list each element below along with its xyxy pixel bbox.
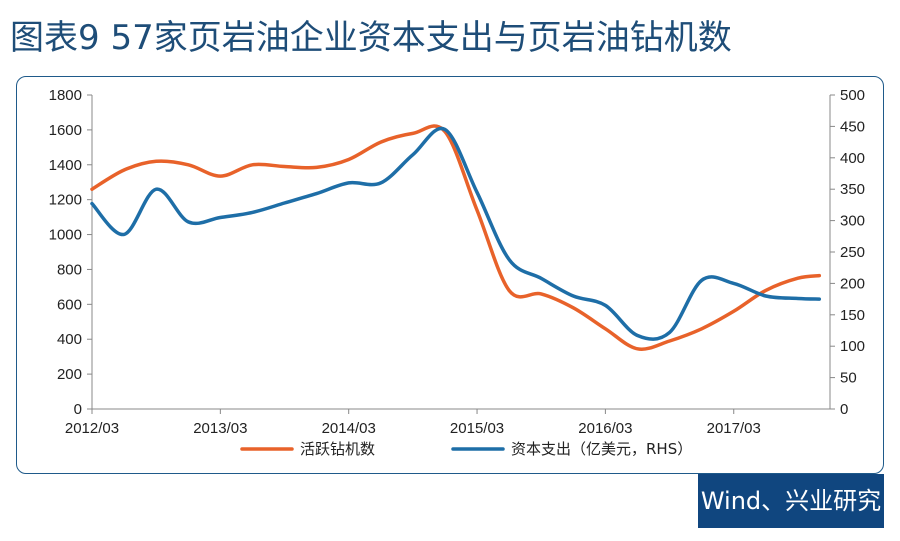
y-left-tick-label: 1600 — [49, 122, 82, 139]
legend-label: 活跃钻机数 — [300, 440, 375, 458]
source-label: Wind、兴业研究 — [698, 474, 884, 528]
y-right-tick-label: 100 — [840, 338, 865, 355]
y-left-tick-label: 0 — [74, 401, 82, 418]
y-right-tick-label: 400 — [840, 150, 865, 167]
page-title: 图表9 57家页岩油企业资本支出与页岩油钻机数 — [10, 18, 732, 58]
legend-item-capex: 资本支出（亿美元，RHS） — [451, 440, 692, 458]
legend-label: 资本支出（亿美元，RHS） — [511, 440, 692, 458]
x-tick-label: 2017/03 — [707, 420, 761, 437]
y-left-tick-label: 600 — [57, 296, 82, 313]
series-line-rigs — [90, 124, 822, 351]
y-left-tick-label: 1800 — [49, 87, 82, 104]
chart-panel: 0 200 400 600 800 1000 1200 1400 1600 1800 0 50 100 1… — [16, 76, 884, 474]
y-right-tick-label: 250 — [840, 244, 865, 261]
y-left-tick-label: 800 — [57, 261, 82, 278]
y-right-tick-label: 450 — [840, 118, 865, 135]
y-left-tick-label: 200 — [57, 366, 82, 383]
y-right-tick-label: 500 — [840, 87, 865, 104]
y-right-tick-label: 350 — [840, 181, 865, 198]
x-tick-label: 2013/03 — [193, 420, 247, 437]
x-tick-label: 2016/03 — [578, 420, 632, 437]
y-left-tick-label: 1000 — [49, 227, 82, 244]
legend-item-rigs: 活跃钻机数 — [240, 440, 375, 458]
y-right-tick-label: 200 — [840, 275, 865, 292]
y-right-tick-label: 300 — [840, 213, 865, 230]
y-right-tick-label: 0 — [840, 401, 848, 418]
series-line-capex — [90, 126, 822, 341]
chart: 0 200 400 600 800 1000 1200 1400 1600 1800 0 50 100 1… — [49, 87, 865, 458]
x-tick-label: 2012/03 — [65, 420, 119, 437]
y-right-tick-label: 50 — [840, 370, 857, 387]
y-right-tick-label: 150 — [840, 307, 865, 324]
x-tick-label: 2015/03 — [450, 420, 504, 437]
x-tick-label: 2014/03 — [322, 420, 376, 437]
y-left-tick-label: 1200 — [49, 192, 82, 209]
y-left-tick-label: 400 — [57, 331, 82, 348]
y-left-tick-label: 1400 — [49, 157, 82, 174]
